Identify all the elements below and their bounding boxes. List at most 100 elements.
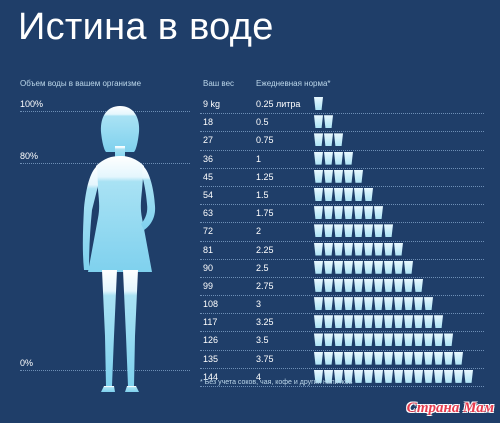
weight-cell: 45 <box>203 171 214 182</box>
water-glass-icon <box>354 187 363 201</box>
weight-cell: 144 <box>203 371 219 382</box>
water-glass-icon <box>404 351 413 365</box>
water-glass-icon <box>324 206 333 220</box>
water-glass-icon <box>344 151 353 165</box>
water-glass-icon <box>364 206 373 220</box>
water-glass-icon <box>314 115 323 129</box>
weight-header: Ваш вес <box>203 79 235 88</box>
water-glass-icon <box>334 224 343 238</box>
water-glass-icon <box>324 260 333 274</box>
water-glass-icon <box>354 260 363 274</box>
water-glass-icon <box>404 333 413 347</box>
norm-cell: 3.25 <box>256 317 274 328</box>
norm-cell: 1.25 <box>256 171 274 182</box>
water-glass-icon <box>374 206 383 220</box>
water-glass-icon <box>414 278 423 292</box>
water-glass-icon <box>344 333 353 347</box>
water-glass-icon <box>434 369 443 383</box>
water-glass-icon <box>334 260 343 274</box>
norm-cell: 3.5 <box>256 335 269 346</box>
norm-cell: 0.25 литра <box>256 99 301 109</box>
water-glass-icon <box>314 206 323 220</box>
cups-group <box>314 242 403 257</box>
cups-group <box>314 224 393 238</box>
water-glass-icon <box>384 278 393 292</box>
water-glass-icon <box>334 133 343 147</box>
norm-cell: 1.5 <box>256 189 269 200</box>
water-glass-icon <box>364 260 373 274</box>
weight-cell: 36 <box>203 153 214 164</box>
cups-group <box>314 278 423 293</box>
page-title: Истина в воде <box>18 6 274 48</box>
water-glass-icon <box>404 297 413 311</box>
footnote: * Без учета соков, чая, кофе и других на… <box>200 379 353 386</box>
water-glass-icon <box>324 297 333 311</box>
water-glass-icon <box>414 369 423 383</box>
weight-cell: 72 <box>203 226 214 237</box>
norm-cell: 1 <box>256 153 262 164</box>
water-glass-icon <box>374 242 383 256</box>
water-norm-table: 9 kg 0.25 литра 18 0.5 27 0.75 36 1 45 1.25 54 1.5 6… <box>200 96 484 387</box>
cups-group <box>314 297 433 311</box>
water-glass-icon <box>344 297 353 311</box>
cups-group <box>314 351 463 366</box>
cups-group <box>314 333 453 347</box>
water-glass-icon <box>464 369 473 383</box>
percent-line-100 <box>20 111 190 112</box>
weight-cell: 63 <box>203 208 214 219</box>
water-glass-icon <box>334 151 343 165</box>
water-glass-icon <box>334 242 343 256</box>
water-glass-icon <box>384 369 393 383</box>
weight-cell: 54 <box>203 189 214 200</box>
water-glass-icon <box>354 278 363 292</box>
norm-cell: 4 <box>256 371 262 382</box>
table-row: 9 kg 0.25 литра <box>200 96 484 115</box>
water-glass-icon <box>394 333 403 347</box>
norm-cell: 2.75 <box>256 280 274 291</box>
water-glass-icon <box>394 315 403 329</box>
water-glass-icon <box>364 187 373 201</box>
water-glass-icon <box>404 278 413 292</box>
daily-norm-header: Ежедневная норма* <box>256 79 331 88</box>
water-glass-icon <box>334 206 343 220</box>
table-row: 108 3 <box>200 296 484 315</box>
cups-group <box>314 133 343 147</box>
water-glass-icon <box>314 133 323 147</box>
water-glass-icon <box>394 351 403 365</box>
percent-label-80: 80% <box>20 151 39 161</box>
norm-cell: 3.75 <box>256 353 274 364</box>
percent-label-100: 100% <box>20 99 44 109</box>
water-glass-icon <box>374 315 383 329</box>
water-glass-icon <box>354 297 363 311</box>
water-glass-icon <box>344 315 353 329</box>
water-glass-icon <box>374 351 383 365</box>
water-glass-icon <box>374 278 383 292</box>
cups-group <box>314 315 443 329</box>
water-glass-icon <box>314 151 323 165</box>
water-glass-icon <box>324 115 333 129</box>
table-row: 144 4 <box>200 369 484 387</box>
water-glass-icon <box>364 224 373 238</box>
water-glass-icon <box>324 315 333 329</box>
cups-group <box>314 260 413 275</box>
water-glass-icon <box>414 297 423 311</box>
weight-cell: 99 <box>203 280 214 291</box>
water-glass-icon <box>334 333 343 347</box>
table-row: 18 0.5 <box>200 114 484 133</box>
water-glass-icon <box>374 260 383 274</box>
water-glass-icon <box>334 351 343 365</box>
water-glass-icon <box>314 369 323 383</box>
water-glass-icon <box>314 260 323 274</box>
water-glass-icon <box>364 333 373 347</box>
water-glass-icon <box>334 169 343 183</box>
water-glass-icon <box>354 315 363 329</box>
water-glass-icon <box>344 351 353 365</box>
water-glass-icon <box>324 133 333 147</box>
norm-cell: 2.5 <box>256 262 269 273</box>
water-glass-icon <box>364 297 373 311</box>
table-row: 36 1 <box>200 151 484 169</box>
water-glass-icon <box>344 224 353 238</box>
water-glass-icon <box>344 260 353 274</box>
table-row: 135 3.75 <box>200 351 484 369</box>
water-glass-icon <box>334 315 343 329</box>
